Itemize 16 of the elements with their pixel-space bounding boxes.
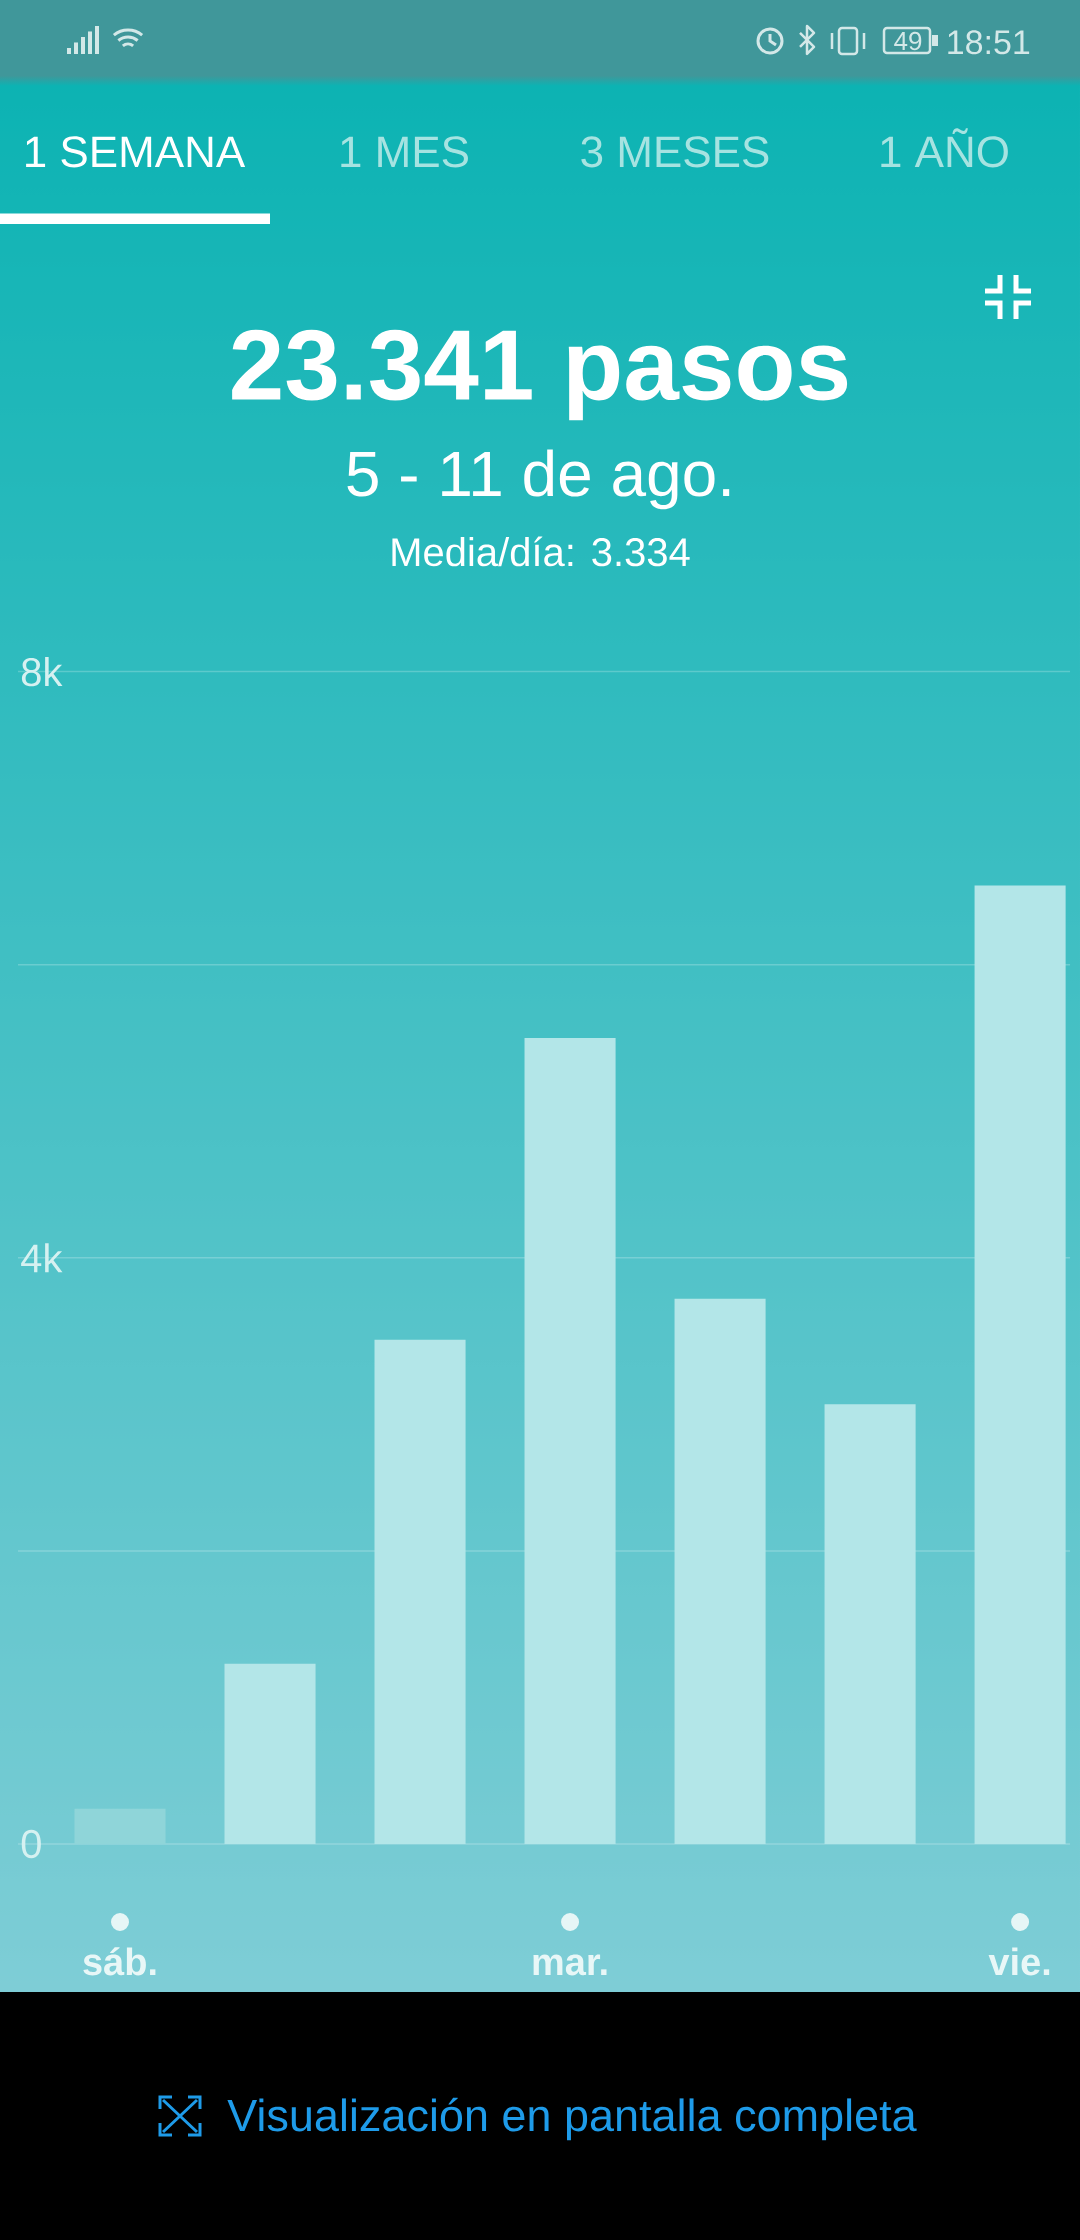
text: 1 SEMANA (26, 136, 246, 168)
text: 1 AÑO (881, 128, 1008, 168)
text: Media/día: 3.334 (392, 536, 690, 567)
x-tick-label: sáb. (83, 1947, 156, 1976)
text: 18:51 (948, 30, 1030, 55)
y-tick-label: 4k (21, 1243, 63, 1273)
chart-subtitle: 5 - 11 de ago. (347, 449, 730, 510)
y-tick-label: 8k (21, 656, 63, 687)
text: 1 MES (341, 136, 468, 168)
y-tick-label: 0 (21, 1829, 41, 1859)
text: Visualización en pantalla completa (227, 2097, 917, 2141)
x-tick-label: vie. (988, 1947, 1050, 1976)
text: 3 MESES (581, 136, 769, 168)
text: 49 (894, 31, 922, 51)
chart-title: 23.341 pasos (232, 329, 848, 421)
x-tick-label: mar. (533, 1954, 607, 1976)
